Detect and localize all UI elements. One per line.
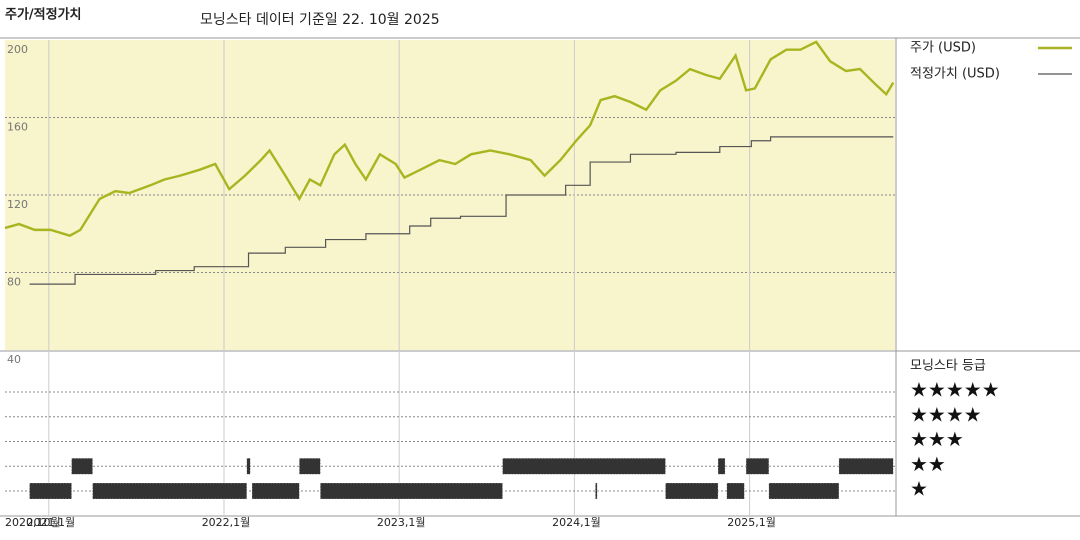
x-tick-label: 2024,1월 [552,516,601,529]
rating-bar [745,458,770,475]
x-tick-label: 2025,1월 [727,516,776,529]
y-tick-label: 120 [7,198,28,211]
x-tick-label: 2021,1월 [26,516,75,529]
series-line [29,136,894,285]
series-line [4,40,895,237]
rating-bar [665,482,719,500]
rating-row-label: ★ [910,477,928,501]
chart-title: 주가/적정가치 [5,7,82,23]
rating-bar [768,482,840,500]
legend-label: 적정가치 (USD) [910,67,1000,82]
y-tick-label: 160 [7,121,28,134]
rating-row-label: ★★★ [910,427,964,451]
rating-bar [71,458,93,475]
y-tick-label: 80 [7,276,21,289]
rating-bar [717,458,726,475]
rating-row-label: ★★★★★ [910,378,1000,402]
chart-subtitle: 모닝스타 데이터 기준일 22. 10월 2025 [200,12,440,28]
rating-bar [251,482,300,500]
rating-bar [726,482,745,500]
x-tick-label: 2022,1월 [202,516,251,529]
rating-bar [320,482,503,500]
rating-bar [502,458,666,475]
rating-bar [595,482,598,500]
y-tick-label: 40 [7,353,21,366]
y-tick-label: 200 [7,43,28,56]
rating-bar [299,458,321,475]
rating-bar [29,482,72,500]
rating-bar [838,458,894,475]
legend-label: 주가 (USD) [910,41,976,56]
rating-row-label: ★★★★ [910,402,982,426]
x-tick-label: 2023,1월 [377,516,426,529]
x-tick-label: 2020,10월 [5,516,61,529]
ratings-title: 모닝스타 등급 [910,359,986,374]
rating-row-label: ★★ [910,452,946,476]
rating-bar [92,482,247,500]
rating-bar [246,458,251,475]
